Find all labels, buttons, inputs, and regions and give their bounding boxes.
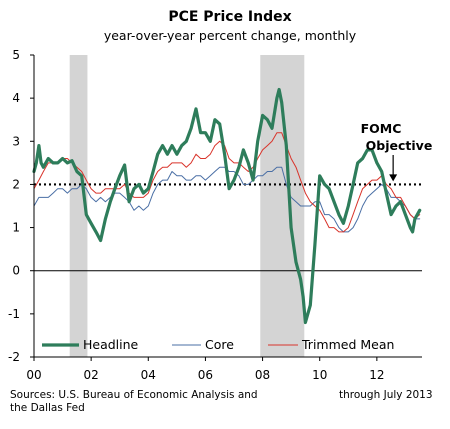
x-tick-label: 06 [198, 368, 213, 382]
annotation-line-1: FOMC [361, 121, 402, 136]
x-tick-label: 00 [26, 368, 41, 382]
chart-title: PCE Price Index [168, 9, 291, 25]
y-tick-label: 3 [12, 134, 20, 148]
x-tick-label: 02 [84, 368, 99, 382]
y-tick-label: 4 [12, 91, 20, 105]
fomc-annotation: FOMC Objective [361, 121, 433, 182]
y-tick-labels: -2 -1 0 1 2 3 4 5 [8, 48, 20, 364]
x-tick-label: 04 [141, 368, 156, 382]
series-line-headline [32, 87, 422, 325]
recession-band-1 [69, 55, 88, 357]
legend-label-core: Core [205, 337, 234, 352]
source-line-1: Sources: U.S. Bureau of Economic Analysi… [10, 389, 258, 401]
axes [30, 54, 422, 361]
annotation-arrow-head [389, 174, 398, 182]
source-note: Sources: U.S. Bureau of Economic Analysi… [10, 389, 258, 415]
annotation-line-2: Objective [366, 138, 433, 153]
legend-label-headline: Headline [83, 337, 139, 352]
source-line-2: the Dallas Fed [10, 402, 85, 414]
legend-label-trimmed-mean: Trimmed Mean [301, 337, 394, 352]
y-tick-label: -2 [8, 350, 20, 364]
x-tick-label: 08 [255, 368, 270, 382]
y-tick-label: -1 [8, 307, 20, 321]
series-line-trimmed-mean [33, 132, 421, 233]
y-tick-label: 2 [12, 177, 20, 191]
x-tick-labels: 00 02 04 06 08 10 12 [26, 368, 384, 382]
y-tick-label: 1 [12, 221, 20, 235]
chart-subtitle: year-over-year percent change, monthly [104, 28, 357, 43]
through-date: through July 2013 [339, 389, 433, 401]
annotation-arrow [389, 155, 398, 182]
x-tick-label: 10 [312, 368, 327, 382]
y-tick-label: 0 [12, 264, 20, 278]
legend: Headline Core Trimmed Mean [42, 337, 394, 352]
series-lines [32, 87, 422, 325]
y-tick-label: 5 [12, 48, 20, 62]
recession-shading [69, 55, 305, 357]
x-tick-label: 12 [369, 368, 384, 382]
